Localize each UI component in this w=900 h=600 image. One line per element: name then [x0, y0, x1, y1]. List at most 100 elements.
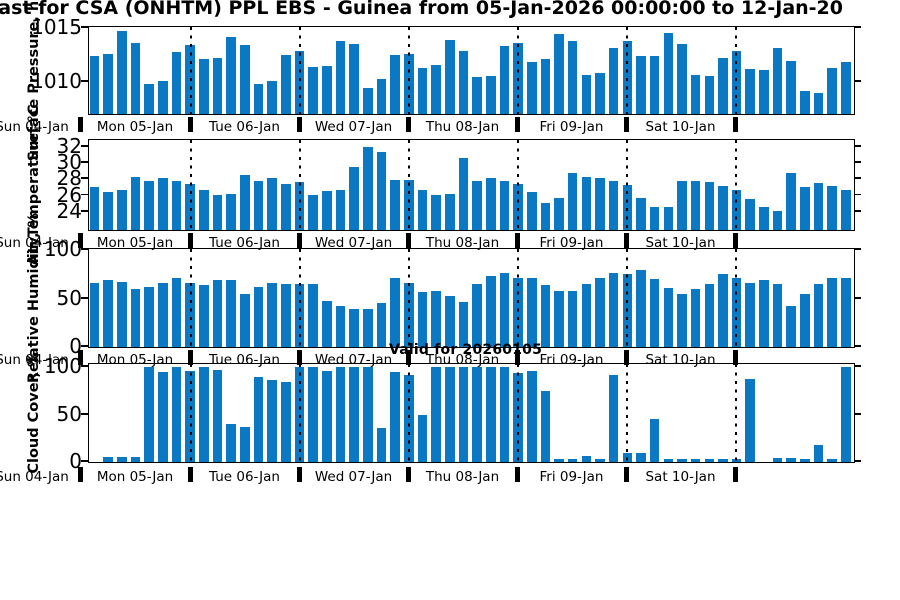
- tick-mark: [854, 345, 861, 348]
- humidity-bar: [267, 282, 277, 347]
- temperature-bar: [89, 187, 100, 230]
- x-tick-label: Thu 08-Jan: [425, 469, 500, 485]
- humidity-bar: [690, 288, 701, 347]
- humidity-bar: [199, 284, 209, 347]
- day-separator-line: [189, 364, 193, 462]
- pressure-ytick-label: 1015: [31, 15, 82, 40]
- humidity-bar: [554, 290, 564, 347]
- pressure-bar: [827, 67, 838, 114]
- tick-mark: [81, 460, 88, 463]
- tick-mark: [854, 193, 861, 196]
- day-separator-line: [407, 27, 411, 114]
- pressure-bar: [786, 61, 797, 114]
- cloud-cover-bar: [499, 366, 510, 462]
- temperature-bar: [690, 181, 701, 230]
- temperature-bar: [335, 189, 346, 230]
- cloud-cover-bar: [349, 366, 359, 462]
- temperature-bar: [144, 180, 155, 230]
- cloud-cover-plot: [88, 363, 855, 463]
- cloud-cover-bar: [458, 366, 469, 462]
- pressure-bar: [89, 55, 100, 114]
- day-boundary-tick: [623, 467, 629, 482]
- x-tick-label: Tue 06-Jan: [209, 119, 280, 135]
- cloud-cover-bar: [745, 379, 756, 462]
- day-separator-line: [734, 140, 738, 230]
- day-separator-line: [407, 140, 411, 230]
- temperature-bar: [636, 197, 646, 230]
- cloud-cover-bar: [813, 444, 824, 462]
- cloud-cover-bar: [800, 459, 810, 462]
- day-boundary-tick: [77, 117, 83, 132]
- day-boundary-tick: [732, 117, 738, 132]
- x-tick-label: Sun 04-Jan: [0, 235, 69, 251]
- cloud-cover-bar: [677, 459, 687, 462]
- temperature-bar: [485, 178, 496, 230]
- cloud-cover-bar: [158, 371, 168, 462]
- humidity-bar: [472, 283, 482, 347]
- cloud-cover-bar: [417, 415, 428, 462]
- cloud-cover-bar: [226, 423, 236, 462]
- pressure-bar: [704, 76, 715, 114]
- x-tick-label: Mon 05-Jan: [96, 469, 174, 485]
- pressure-bar: [226, 36, 236, 114]
- cloud-cover-bar: [171, 366, 182, 462]
- temperature-bar: [786, 172, 797, 230]
- pressure-bar: [158, 80, 168, 114]
- temperature-bar: [281, 183, 291, 230]
- pressure-bar: [322, 65, 332, 114]
- temperature-bar: [841, 190, 851, 230]
- humidity-bar: [540, 284, 551, 347]
- cloud-cover-bar: [827, 459, 838, 462]
- temperature-bar: [554, 198, 564, 230]
- humidity-bar: [171, 278, 182, 347]
- figure-title: cast for CSA (ONHTM) PPL EBS - Guinea fr…: [0, 0, 843, 19]
- pressure-bar: [417, 67, 428, 114]
- x-tick-label: Tue 06-Jan: [209, 235, 280, 251]
- day-boundary-tick: [296, 467, 302, 482]
- day-boundary-tick: [405, 117, 411, 132]
- cloud-cover-bar: [718, 459, 728, 462]
- temperature-bar: [608, 181, 619, 230]
- temperature-bar: [444, 193, 455, 230]
- day-boundary-tick: [732, 350, 738, 365]
- x-tick-label: Wed 07-Jan: [314, 469, 393, 485]
- x-tick-label: Sat 10-Jan: [645, 119, 716, 135]
- pressure-bar: [335, 40, 346, 114]
- pressure-bar: [103, 53, 114, 114]
- pressure-bar: [199, 59, 209, 114]
- pressure-bar: [458, 50, 469, 114]
- tick-mark: [81, 177, 88, 180]
- tick-mark: [854, 161, 861, 164]
- pressure-bar: [117, 31, 127, 114]
- humidity-bar: [308, 283, 318, 347]
- cloud-cover-bar: [335, 366, 346, 462]
- day-boundary-tick: [296, 233, 302, 248]
- temperature-bar: [322, 191, 332, 230]
- humidity-bar: [417, 291, 428, 347]
- humidity-bar: [144, 286, 155, 347]
- tick-mark: [854, 296, 861, 299]
- temperature-bar: [540, 203, 551, 230]
- x-tick-label: Tue 06-Jan: [209, 469, 280, 485]
- pressure-bar: [499, 46, 510, 114]
- humidity-bar: [772, 283, 783, 347]
- pressure-bar: [281, 54, 291, 114]
- humidity-bar: [608, 273, 619, 347]
- day-boundary-tick: [296, 350, 302, 365]
- humidity-bar: [718, 274, 728, 347]
- x-tick-label: Sun 04-Jan: [0, 119, 69, 135]
- cloud-cover-bar: [636, 453, 646, 462]
- tick-mark: [854, 365, 861, 368]
- humidity-plot: [88, 248, 855, 348]
- cloud-cover-bar: [540, 390, 551, 462]
- humidity-bar: [212, 280, 223, 347]
- temperature-bar: [595, 178, 605, 230]
- temperature-bar: [677, 180, 687, 230]
- temperature-bar: [363, 147, 373, 230]
- humidity-bar: [636, 270, 646, 347]
- cloud-cover-bar: [567, 459, 578, 462]
- x-tick-label: Fri 09-Jan: [539, 119, 604, 135]
- humidity-bar: [117, 282, 127, 347]
- humidity-bar: [827, 278, 838, 347]
